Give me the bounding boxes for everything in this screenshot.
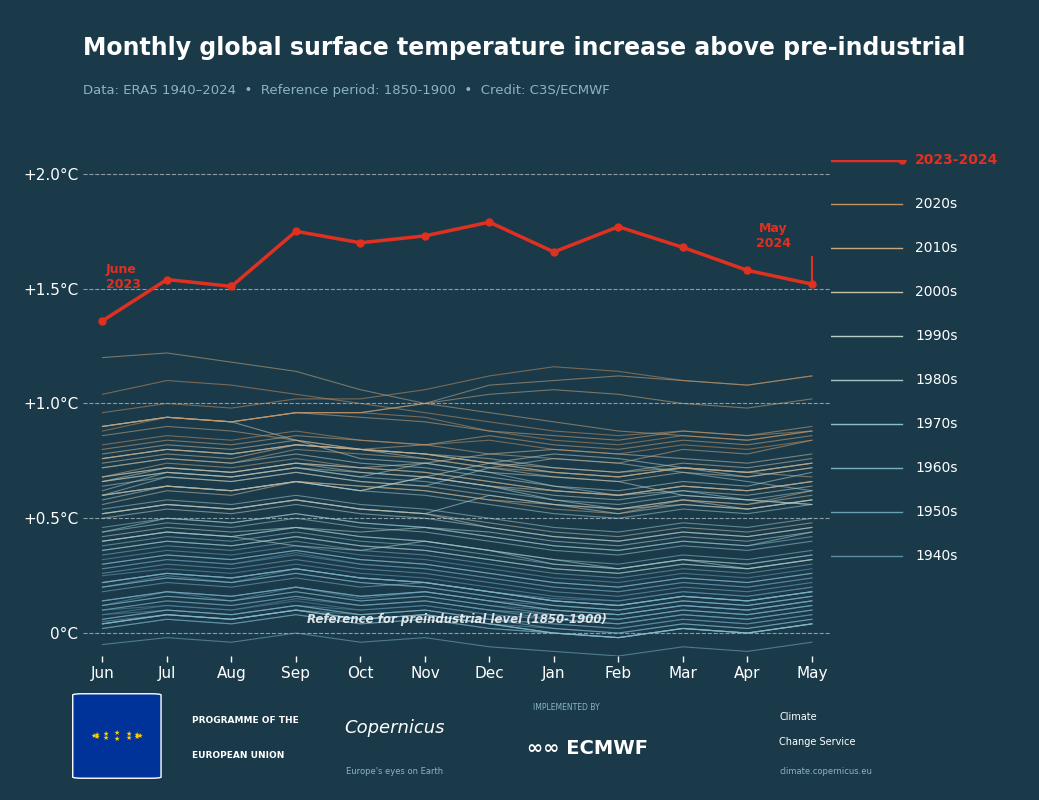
Text: Change Service: Change Service: [779, 738, 856, 747]
Text: Europe's eyes on Earth: Europe's eyes on Earth: [346, 767, 444, 776]
Text: 1980s: 1980s: [915, 373, 958, 387]
Text: PROGRAMME OF THE: PROGRAMME OF THE: [192, 716, 299, 725]
Text: ★: ★: [113, 736, 121, 742]
Text: 1960s: 1960s: [915, 461, 958, 475]
Text: ★: ★: [90, 733, 98, 739]
Text: climate.copernicus.eu: climate.copernicus.eu: [779, 767, 872, 776]
Text: ★: ★: [102, 730, 109, 737]
Text: Data: ERA5 1940–2024  •  Reference period: 1850-1900  •  Credit: C3S/ECMWF: Data: ERA5 1940–2024 • Reference period:…: [83, 84, 610, 97]
Text: ★: ★: [102, 735, 109, 742]
Text: May
2024: May 2024: [755, 222, 791, 250]
Text: 1990s: 1990s: [915, 329, 958, 343]
Text: ∞∞ ECMWF: ∞∞ ECMWF: [527, 739, 647, 758]
FancyBboxPatch shape: [73, 694, 161, 778]
Text: ★: ★: [134, 731, 140, 738]
Text: June
2023: June 2023: [106, 263, 140, 291]
Text: Climate: Climate: [779, 712, 817, 722]
Text: Copernicus: Copernicus: [345, 719, 445, 738]
Text: 2010s: 2010s: [915, 241, 958, 255]
Text: 2023-2024: 2023-2024: [915, 153, 998, 167]
Text: IMPLEMENTED BY: IMPLEMENTED BY: [533, 703, 600, 712]
Text: ★: ★: [94, 734, 100, 741]
Text: ★: ★: [94, 731, 100, 738]
Text: ★: ★: [113, 730, 121, 736]
Text: 2020s: 2020s: [915, 197, 958, 211]
Text: ★: ★: [125, 730, 132, 737]
Text: ★: ★: [125, 735, 132, 742]
Text: ★: ★: [136, 733, 143, 739]
Text: 1950s: 1950s: [915, 505, 958, 519]
Text: Reference for preindustrial level (1850-1900): Reference for preindustrial level (1850-…: [308, 613, 607, 626]
Text: ★: ★: [134, 734, 140, 741]
Text: 2000s: 2000s: [915, 285, 958, 299]
Text: 1940s: 1940s: [915, 549, 958, 563]
Text: 1970s: 1970s: [915, 417, 958, 431]
Text: EUROPEAN UNION: EUROPEAN UNION: [192, 750, 285, 760]
Text: Monthly global surface temperature increase above pre-industrial: Monthly global surface temperature incre…: [83, 36, 965, 60]
